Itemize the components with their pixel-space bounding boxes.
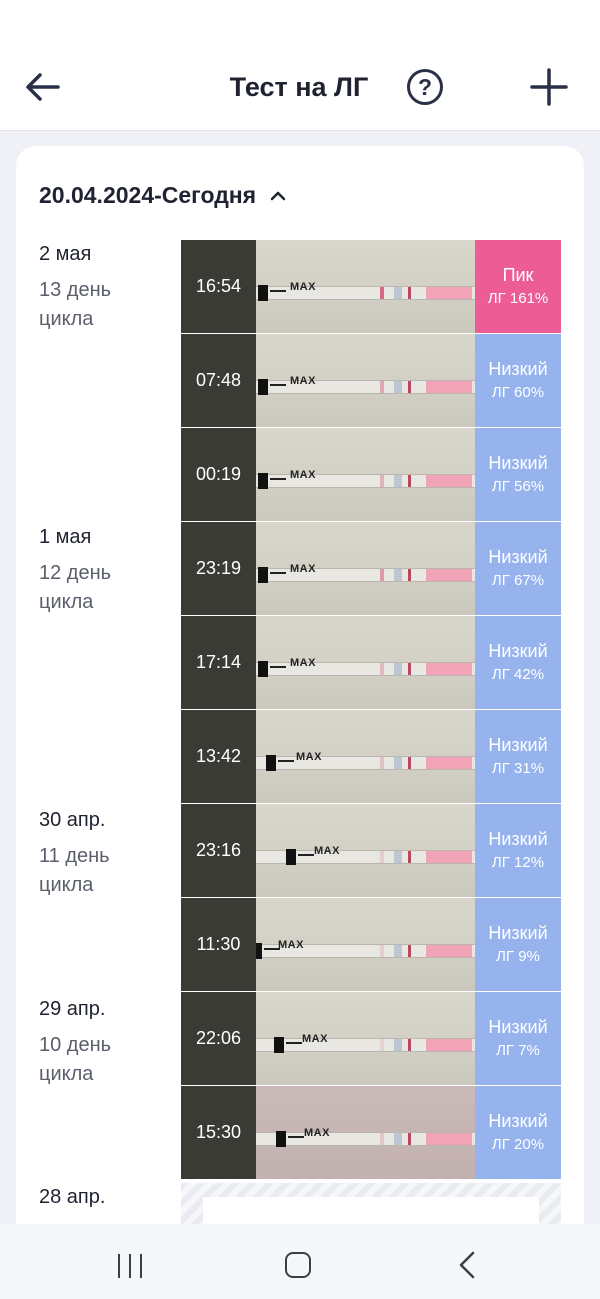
- test-list: 16:54 MAX Пик ЛГ 161% 07:48 MAX Низкий Л…: [181, 240, 561, 1180]
- result-level: Низкий: [488, 452, 548, 473]
- recent-apps-icon[interactable]: [118, 1254, 142, 1278]
- result-value: ЛГ 42%: [491, 665, 545, 683]
- result-level: Низкий: [488, 546, 548, 567]
- test-strip-photo: MAX: [256, 616, 475, 709]
- test-row[interactable]: 17:14 MAX Низкий ЛГ 42%: [181, 616, 561, 709]
- strip-max-label: MAX: [290, 657, 316, 669]
- strip-max-label: MAX: [290, 281, 316, 293]
- test-strip-photo: MAX: [256, 334, 475, 427]
- test-time: 00:19: [181, 428, 256, 521]
- lh-test-history-card: 20.04.2024-Сегодня 2 мая 13 день цикла 1…: [16, 146, 584, 1246]
- result-badge-peak: Пик ЛГ 161%: [475, 240, 561, 333]
- test-time: 22:06: [181, 992, 256, 1085]
- day-date: 28 апр.: [39, 1186, 106, 1208]
- result-level: Пик: [502, 264, 534, 285]
- result-badge-low: Низкий ЛГ 20%: [475, 1086, 561, 1179]
- result-value: ЛГ 20%: [491, 1135, 545, 1153]
- result-level: Низкий: [488, 358, 548, 379]
- strip-max-label: MAX: [290, 469, 316, 481]
- test-time: 23:16: [181, 804, 256, 897]
- day-label: 29 апр. 10 день цикла: [39, 995, 139, 1089]
- test-row[interactable]: 23:16 MAX Низкий ЛГ 12%: [181, 804, 561, 897]
- result-badge-low: Низкий ЛГ 56%: [475, 428, 561, 521]
- strip-max-label: MAX: [302, 1033, 328, 1045]
- result-badge-low: Низкий ЛГ 12%: [475, 804, 561, 897]
- back-arrow-icon[interactable]: [22, 66, 64, 108]
- test-strip-photo: MAX: [256, 992, 475, 1085]
- system-back-icon[interactable]: [455, 1250, 479, 1280]
- test-row[interactable]: 16:54 MAX Пик ЛГ 161%: [181, 240, 561, 333]
- cycle-day: 11 день цикла: [39, 845, 110, 896]
- test-time: 23:19: [181, 522, 256, 615]
- strip-max-label: MAX: [304, 1127, 330, 1139]
- test-time: 13:42: [181, 710, 256, 803]
- date-range-toggle[interactable]: 20.04.2024-Сегодня: [39, 182, 286, 209]
- day-label: 2 мая 13 день цикла: [39, 240, 139, 334]
- help-icon[interactable]: ?: [407, 69, 443, 105]
- test-row[interactable]: 00:19 MAX Низкий ЛГ 56%: [181, 428, 561, 521]
- strip-max-label: MAX: [278, 939, 304, 951]
- result-badge-low: Низкий ЛГ 60%: [475, 334, 561, 427]
- day-label: 1 мая 12 день цикла: [39, 523, 139, 617]
- test-row[interactable]: 15:30 MAX Низкий ЛГ 20%: [181, 1086, 561, 1179]
- top-app-bar: Тест на ЛГ ?: [0, 0, 600, 131]
- day-date: 29 апр.: [39, 998, 106, 1020]
- result-level: Низкий: [488, 734, 548, 755]
- result-value: ЛГ 7%: [496, 1041, 540, 1059]
- test-strip-photo: MAX: [256, 1086, 475, 1179]
- test-time: 11:30: [181, 898, 256, 991]
- result-badge-low: Низкий ЛГ 9%: [475, 898, 561, 991]
- test-time: 17:14: [181, 616, 256, 709]
- home-icon[interactable]: [285, 1252, 311, 1278]
- test-strip-photo: MAX: [256, 710, 475, 803]
- result-badge-low: Низкий ЛГ 42%: [475, 616, 561, 709]
- strip-max-label: MAX: [290, 375, 316, 387]
- test-row[interactable]: 07:48 MAX Низкий ЛГ 60%: [181, 334, 561, 427]
- day-date: 2 мая: [39, 243, 92, 265]
- result-level: Низкий: [488, 922, 548, 943]
- strip-max-label: MAX: [296, 751, 322, 763]
- result-value: ЛГ 12%: [491, 853, 545, 871]
- result-level: Низкий: [488, 1110, 548, 1131]
- result-value: ЛГ 60%: [491, 383, 545, 401]
- system-navigation-bar: [0, 1224, 600, 1299]
- date-range-label: 20.04.2024-Сегодня: [39, 182, 257, 208]
- test-time: 15:30: [181, 1086, 256, 1179]
- plus-icon[interactable]: [528, 66, 570, 108]
- test-row[interactable]: 23:19 MAX Низкий ЛГ 67%: [181, 522, 561, 615]
- result-badge-low: Низкий ЛГ 67%: [475, 522, 561, 615]
- cycle-day: 10 день цикла: [39, 1034, 112, 1085]
- test-strip-photo: MAX: [256, 898, 475, 991]
- result-level: Низкий: [488, 1016, 548, 1037]
- test-strip-photo: MAX: [256, 240, 475, 333]
- result-value: ЛГ 67%: [491, 571, 545, 589]
- result-value: ЛГ 9%: [496, 947, 540, 965]
- test-strip-photo: MAX: [256, 804, 475, 897]
- test-row[interactable]: 11:30 MAX Низкий ЛГ 9%: [181, 898, 561, 991]
- page-title: Тест на ЛГ: [229, 72, 369, 102]
- day-label: 30 апр. 11 день цикла: [39, 806, 139, 900]
- result-level: Низкий: [488, 828, 548, 849]
- result-value: ЛГ 56%: [491, 477, 545, 495]
- strip-max-label: MAX: [290, 563, 316, 575]
- test-time: 07:48: [181, 334, 256, 427]
- result-badge-low: Низкий ЛГ 31%: [475, 710, 561, 803]
- strip-max-label: MAX: [314, 845, 340, 857]
- result-value: ЛГ 31%: [491, 759, 545, 777]
- result-value: ЛГ 161%: [487, 289, 549, 307]
- chevron-up-icon: [270, 191, 286, 200]
- result-badge-low: Низкий ЛГ 7%: [475, 992, 561, 1085]
- result-level: Низкий: [488, 640, 548, 661]
- test-strip-photo: MAX: [256, 522, 475, 615]
- test-row[interactable]: 13:42 MAX Низкий ЛГ 31%: [181, 710, 561, 803]
- test-strip-photo: MAX: [256, 428, 475, 521]
- day-label: 28 апр.: [39, 1183, 105, 1211]
- test-row[interactable]: 22:06 MAX Низкий ЛГ 7%: [181, 992, 561, 1085]
- day-date: 30 апр.: [39, 809, 106, 831]
- test-time: 16:54: [181, 240, 256, 333]
- cycle-day: 13 день цикла: [39, 279, 112, 330]
- cycle-day: 12 день цикла: [39, 562, 112, 613]
- day-date: 1 мая: [39, 526, 92, 548]
